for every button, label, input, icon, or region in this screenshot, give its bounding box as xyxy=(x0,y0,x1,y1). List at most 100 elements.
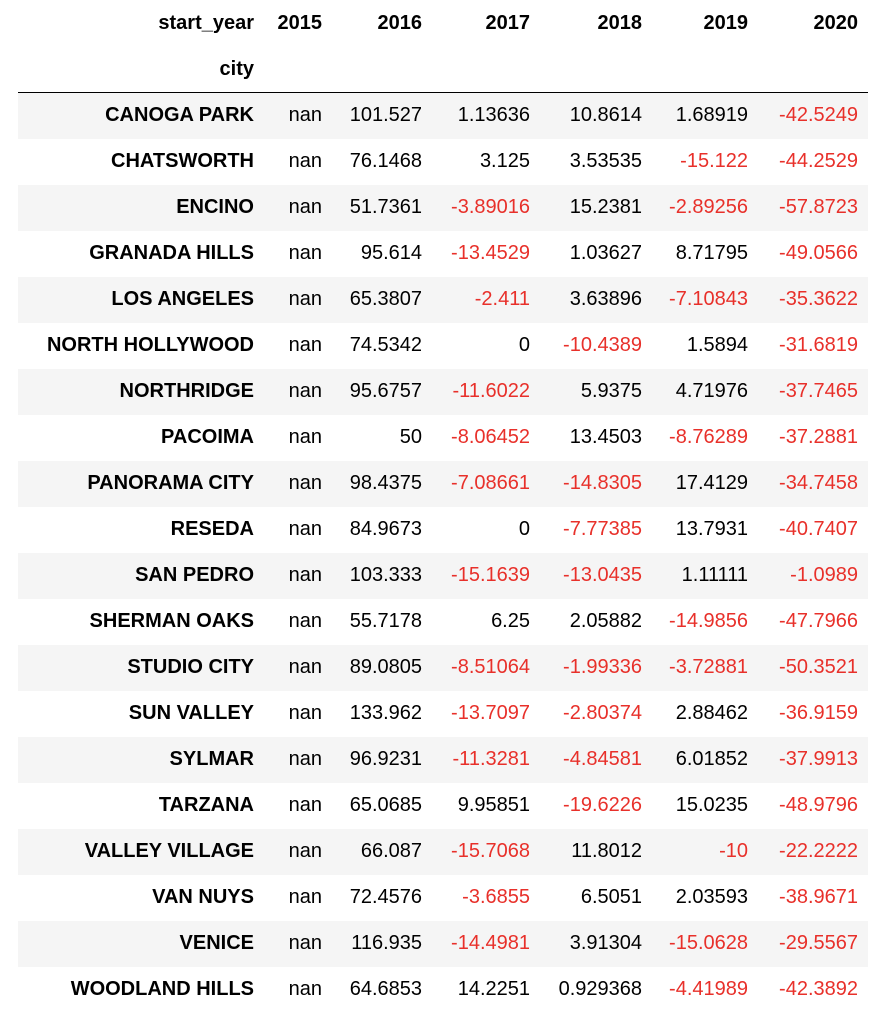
table-cell: -38.9671 xyxy=(779,886,858,908)
table-cell: nan xyxy=(288,380,322,402)
table-cell: 50 xyxy=(399,426,422,448)
table-cell: -2.89256 xyxy=(669,196,748,218)
table-cell: nan xyxy=(288,932,322,954)
table-cell: 3.53535 xyxy=(569,150,642,172)
table-cell: 15.2381 xyxy=(569,196,642,218)
table-cell: -8.06452 xyxy=(451,426,530,448)
table-cell: 10.8614 xyxy=(569,104,642,127)
table-cell: -1.0989 xyxy=(790,564,858,586)
row-label-city: CANOGA PARK xyxy=(105,104,254,127)
row-label-city: SYLMAR xyxy=(169,748,254,770)
row-label-city: RESEDA xyxy=(170,518,254,540)
table-row: NORTH HOLLYWOOD nan 74.5342 0 -10.4389 1.5894… xyxy=(18,323,868,369)
table-cell: 74.5342 xyxy=(349,334,422,356)
table-body: CANOGA PARK nan 101.527 1.13636 10.8614 1.689… xyxy=(18,92,868,1013)
row-label-city: CHATSWORTH xyxy=(111,150,254,172)
column-header: 2017 xyxy=(485,11,531,34)
table-cell: nan xyxy=(288,978,322,1000)
table-cell: nan xyxy=(288,288,322,310)
table-cell: 14.2251 xyxy=(457,978,530,1000)
table-cell: 4.71976 xyxy=(675,380,748,402)
table-cell: 11.8012 xyxy=(571,840,642,862)
column-header: 2018 xyxy=(597,11,643,34)
empty-header-cell xyxy=(264,46,332,93)
table-cell: nan xyxy=(288,150,322,172)
table-cell: -7.77385 xyxy=(563,518,642,540)
table-cell: -37.7465 xyxy=(779,380,858,402)
table-cell: 64.6853 xyxy=(349,978,422,1000)
table-cell: 55.7178 xyxy=(349,610,422,632)
table-cell: -42.5249 xyxy=(779,104,858,127)
table-cell: -37.9913 xyxy=(779,748,858,770)
table-cell: nan xyxy=(288,840,322,862)
table-row: STUDIO CITY nan 89.0805 -8.51064 -1.99336 -3.… xyxy=(18,644,868,691)
row-label-city: VALLEY VILLAGE xyxy=(84,840,254,862)
table-cell: -14.8305 xyxy=(563,472,642,494)
table-cell: 95.6757 xyxy=(349,380,422,402)
table-cell: -3.72881 xyxy=(669,656,748,678)
column-header: 2019 xyxy=(703,11,749,34)
table-cell: -15.122 xyxy=(680,150,748,172)
table-cell: -2.80374 xyxy=(563,702,642,724)
table-cell: -57.8723 xyxy=(779,196,858,218)
table-row: SYLMAR nan 96.9231 -11.3281 -4.84581 6.01852 -… xyxy=(18,736,868,783)
row-label-city: SHERMAN OAKS xyxy=(89,610,254,632)
table-cell: 9.95851 xyxy=(457,794,530,816)
table-row: ENCINO nan 51.7361 -3.89016 15.2381 -2.89256 -… xyxy=(18,184,868,231)
table-cell: -22.2222 xyxy=(779,840,858,862)
row-index-name: city xyxy=(219,57,254,80)
table-cell: 2.03593 xyxy=(675,886,748,908)
row-label-city: STUDIO CITY xyxy=(127,656,254,678)
table-row: NORTHRIDGE nan 95.6757 -11.6022 5.9375 4.7197… xyxy=(18,368,868,415)
table-row: CHATSWORTH nan 76.1468 3.125 3.53535 -15.122 -… xyxy=(18,139,868,185)
table-cell: 6.01852 xyxy=(675,748,748,770)
table-cell: -47.7966 xyxy=(779,610,858,632)
table-cell: nan xyxy=(288,702,322,724)
table-cell: nan xyxy=(288,426,322,448)
table-cell: 51.7361 xyxy=(349,196,422,218)
table-cell: -34.7458 xyxy=(779,472,858,494)
table-cell: 6.25 xyxy=(491,610,530,632)
empty-header-cell xyxy=(758,46,868,93)
table-cell: nan xyxy=(288,886,322,908)
table-cell: 133.962 xyxy=(349,702,422,724)
table-row: VAN NUYS nan 72.4576 -3.6855 6.5051 2.03593 -3… xyxy=(18,875,868,921)
table-cell: 1.11111 xyxy=(681,564,748,586)
table-cell: -1.99336 xyxy=(563,656,642,678)
table-cell: 13.4503 xyxy=(569,426,642,448)
table-cell: -15.1639 xyxy=(451,564,530,586)
column-header: 2020 xyxy=(813,11,859,34)
table-cell: 0 xyxy=(518,334,530,356)
table-cell: -19.6226 xyxy=(563,794,642,816)
table-row: TARZANA nan 65.0685 9.95851 -19.6226 15.0235 -… xyxy=(18,783,868,829)
table-cell: 89.0805 xyxy=(349,656,422,678)
table-cell: nan xyxy=(288,518,322,540)
column-header-row: start_year 2015 2016 2017 2018 2019 2020 xyxy=(18,0,868,46)
row-label-city: WOODLAND HILLS xyxy=(70,978,254,1000)
row-label-city: PANORAMA CITY xyxy=(87,472,254,494)
column-header: 2015 xyxy=(277,11,323,34)
table-cell: 3.125 xyxy=(479,150,530,172)
table-cell: 1.5894 xyxy=(686,334,748,356)
row-label-city: ENCINO xyxy=(176,196,254,218)
table-cell: 65.0685 xyxy=(349,794,422,816)
table-cell: 95.614 xyxy=(360,242,422,264)
table-cell: nan xyxy=(288,242,322,264)
table-cell: -42.3892 xyxy=(779,978,858,1000)
table-cell: -2.411 xyxy=(474,288,530,310)
table-cell: nan xyxy=(288,196,322,218)
row-label-city: NORTHRIDGE xyxy=(119,380,254,402)
table-row: SAN PEDRO nan 103.333 -15.1639 -13.0435 1.111… xyxy=(18,552,868,599)
table-cell: nan xyxy=(288,564,322,586)
table-cell: 1.68919 xyxy=(675,104,748,127)
table-cell: 5.9375 xyxy=(580,380,642,402)
table-cell: 98.4375 xyxy=(349,472,422,494)
table-cell: -11.6022 xyxy=(452,380,530,402)
table-cell: -11.3281 xyxy=(452,748,530,770)
column-header: 2016 xyxy=(377,11,423,34)
table-row: VALLEY VILLAGE nan 66.087 -15.7068 11.8012 -1… xyxy=(18,828,868,875)
table-cell: -15.7068 xyxy=(451,840,530,862)
table-cell: -7.10843 xyxy=(669,288,748,310)
table-cell: 101.527 xyxy=(349,104,422,127)
table-cell: 3.91304 xyxy=(569,932,642,954)
